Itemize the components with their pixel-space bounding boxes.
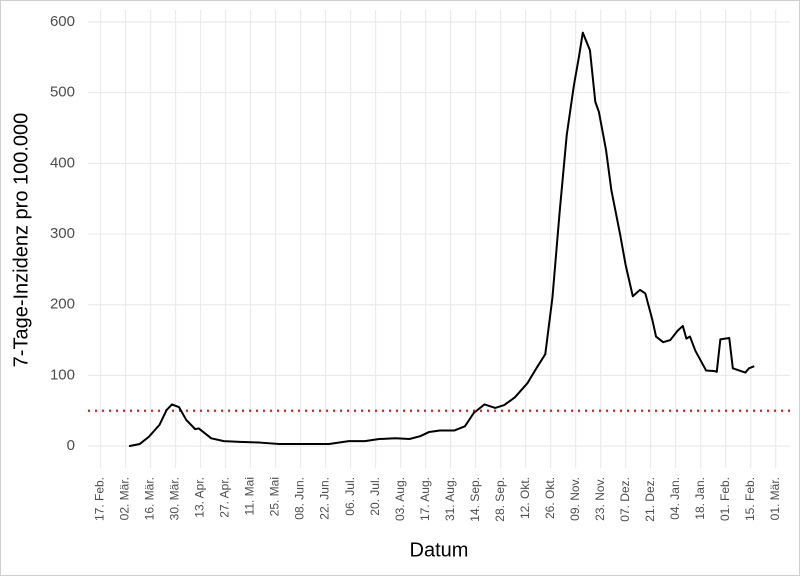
x-tick-label: 30. Mär. <box>168 477 182 520</box>
x-tick-label: 23. Nov. <box>593 477 607 521</box>
x-tick-label: 09. Nov. <box>568 477 582 521</box>
x-tick-label: 03. Aug. <box>393 477 407 521</box>
y-tick-label: 400 <box>50 154 75 171</box>
x-tick-label: 13. Apr. <box>193 477 207 518</box>
x-tick-label: 02. Mär. <box>118 477 132 520</box>
x-tick-label: 21. Dez. <box>643 477 657 522</box>
y-tick-label: 600 <box>50 13 75 30</box>
x-tick-label: 17. Feb. <box>93 477 107 521</box>
x-tick-label: 27. Apr. <box>218 477 232 518</box>
x-tick-label: 22. Jun. <box>318 477 332 520</box>
y-axis-title: 7-Tage-Inzidenz pro 100.000 <box>10 113 32 368</box>
x-tick-label: 06. Jul. <box>343 477 357 516</box>
y-tick-label: 200 <box>50 296 75 313</box>
x-tick-label: 08. Jun. <box>293 477 307 520</box>
x-tick-label: 18. Jan. <box>693 477 707 520</box>
y-tick-label: 300 <box>50 225 75 242</box>
x-tick-label: 04. Jan. <box>668 477 682 520</box>
x-tick-label: 12. Okt. <box>518 477 532 519</box>
x-tick-label: 01. Mär. <box>768 477 782 520</box>
x-axis-title: Datum <box>410 539 469 561</box>
x-tick-label: 14. Sep. <box>468 477 482 522</box>
x-tick-label: 01. Feb. <box>718 477 732 521</box>
data-line <box>128 31 755 448</box>
x-tick-label: 20. Jul. <box>368 477 382 516</box>
y-tick-label: 500 <box>50 84 75 101</box>
x-tick-label: 28. Sep. <box>493 477 507 522</box>
x-tick-label: 17. Aug. <box>418 477 432 521</box>
x-tick-label: 11. Mai <box>243 477 257 515</box>
y-tick-label: 100 <box>50 366 75 383</box>
x-tick-label: 07. Dez. <box>618 477 632 522</box>
x-tick-label: 31. Aug. <box>443 477 457 521</box>
x-tick-label: 25. Mai <box>268 477 282 516</box>
y-tick-label: 0 <box>67 437 75 454</box>
x-tick-label: 16. Mär. <box>143 477 157 520</box>
x-tick-label: 26. Okt. <box>543 477 557 519</box>
x-tick-label: 15. Feb. <box>743 477 757 521</box>
